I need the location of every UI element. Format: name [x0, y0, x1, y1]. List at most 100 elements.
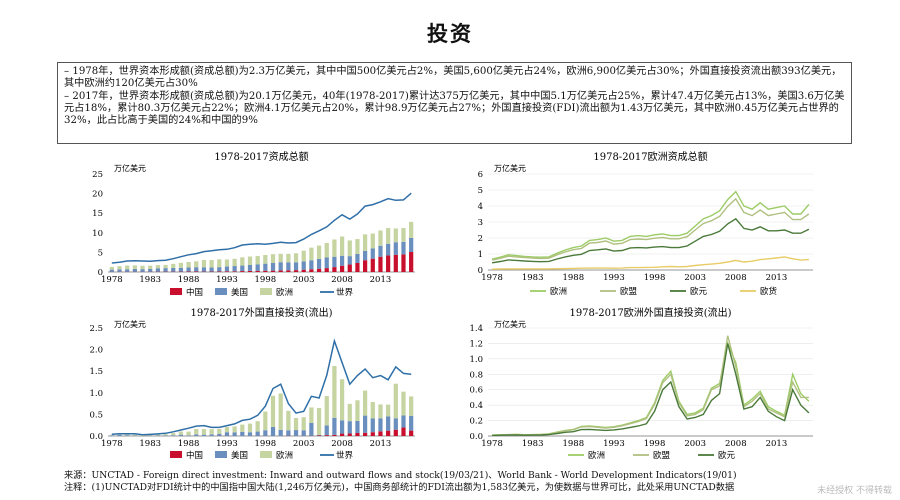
- bar-美国: [109, 435, 114, 436]
- bar-美国: [201, 434, 207, 436]
- y-tick-label: 1: [478, 250, 483, 260]
- bar-中国: [324, 435, 329, 436]
- bar-中国: [355, 262, 360, 272]
- x-tick-label: 1983: [139, 275, 161, 285]
- x-tick-label: 2013: [766, 273, 788, 283]
- bar-美国: [409, 237, 414, 253]
- bar-美国: [209, 267, 214, 272]
- bar-中国: [286, 270, 291, 272]
- x-tick-label: 2013: [370, 275, 392, 285]
- chart-title: 1978-2017欧洲资成总额: [593, 150, 707, 163]
- bar-欧洲: [339, 236, 345, 256]
- y-tick-label: 0: [98, 268, 103, 278]
- y-tick-label: 6: [478, 170, 483, 180]
- legend-label: 欧元: [690, 286, 708, 297]
- bar-中国: [370, 258, 375, 272]
- y-tick-label: 0.0: [89, 432, 103, 442]
- bar-欧洲: [324, 396, 329, 426]
- x-tick-label: 1988: [562, 273, 584, 283]
- bar-美国: [293, 430, 299, 436]
- chart-title: 1978-2017欧洲外国直接投资(流出): [569, 306, 731, 319]
- series-line-欧洲: [491, 190, 810, 260]
- legend-swatch: [170, 451, 182, 458]
- legend-label: 世界: [336, 287, 354, 298]
- bar-中国: [293, 270, 299, 272]
- bar-欧洲: [363, 390, 368, 416]
- bar-美国: [155, 435, 160, 436]
- bar-美国: [355, 421, 360, 434]
- y-tick-label: 1.4: [469, 324, 483, 334]
- x-tick-label: 2013: [370, 439, 392, 449]
- bar-中国: [309, 269, 314, 272]
- y-tick-label: 0.0: [469, 432, 483, 442]
- x-tick-label: 1988: [562, 439, 584, 449]
- bar-美国: [393, 242, 398, 255]
- bar-欧洲: [209, 429, 214, 435]
- bar-欧洲: [209, 260, 214, 268]
- bar-欧洲: [363, 234, 368, 251]
- bar-中国: [409, 430, 414, 436]
- bar-美国: [186, 267, 191, 272]
- y-tick-label: 1.2: [469, 339, 483, 349]
- x-tick-label: 1978: [101, 275, 123, 285]
- footer-note: 注释：(1)UNCTAD对FDI统计中的中国指中国大陆(1,246万亿美元)，中…: [64, 482, 735, 493]
- legend-swatch: [260, 288, 272, 295]
- bar-欧洲: [155, 434, 160, 436]
- bar-中国: [378, 256, 383, 272]
- legend-label: 美国: [231, 450, 248, 461]
- bar-美国: [401, 415, 406, 428]
- bar-欧洲: [370, 402, 375, 419]
- bar-美国: [324, 425, 329, 436]
- bar-欧洲: [194, 261, 199, 268]
- x-tick-label: 1983: [522, 273, 544, 283]
- series-line-世界: [111, 192, 412, 264]
- bar-美国: [232, 266, 237, 272]
- bar-美国: [332, 256, 337, 268]
- bar-美国: [125, 269, 130, 272]
- bar-中国: [301, 269, 306, 272]
- x-tick-label: 1978: [101, 439, 123, 449]
- y-tick-label: 5: [98, 248, 103, 258]
- bar-美国: [316, 258, 322, 269]
- y-tick-label: 25: [92, 170, 103, 180]
- bar-美国: [155, 268, 160, 272]
- x-tick-label: 1993: [216, 275, 238, 285]
- legend-label: 欧洲: [276, 287, 293, 298]
- bar-中国: [393, 254, 398, 272]
- bar-美国: [240, 431, 245, 436]
- legend-label: 欧盟: [653, 450, 671, 461]
- bar-美国: [293, 262, 299, 271]
- legend-label: 中国: [186, 287, 203, 298]
- bar-欧洲: [332, 239, 337, 257]
- y-tick-label: 0.6: [469, 386, 483, 396]
- bar-美国: [209, 434, 214, 436]
- x-tick-label: 2003: [293, 439, 315, 449]
- bar-美国: [301, 261, 306, 270]
- legend-label: 欧洲: [588, 450, 605, 461]
- bar-欧洲: [278, 393, 283, 430]
- legend-label: 欧元: [718, 450, 736, 461]
- bar-美国: [339, 420, 345, 434]
- x-tick-label: 1993: [603, 439, 625, 449]
- bar-欧洲: [270, 254, 276, 263]
- bar-美国: [255, 431, 260, 436]
- bar-美国: [232, 432, 237, 436]
- series-line-世界: [111, 338, 412, 436]
- x-tick-label: 1993: [603, 273, 625, 283]
- y-axis-label: 万亿美元: [494, 319, 526, 329]
- x-tick-label: 2008: [331, 275, 353, 285]
- x-tick-label: 2013: [766, 439, 788, 449]
- bar-美国: [240, 265, 245, 272]
- bar-美国: [378, 418, 383, 432]
- bar-中国: [363, 432, 368, 436]
- y-tick-label: 5: [478, 186, 483, 196]
- y-tick-label: 10: [92, 229, 103, 239]
- bar-中国: [339, 265, 345, 272]
- bar-美国: [217, 267, 222, 272]
- y-axis-label: 万亿美元: [114, 163, 146, 173]
- bar-美国: [309, 260, 314, 270]
- bar-欧洲: [378, 230, 383, 246]
- y-tick-label: 0.4: [469, 401, 483, 411]
- x-tick-label: 1998: [644, 273, 666, 283]
